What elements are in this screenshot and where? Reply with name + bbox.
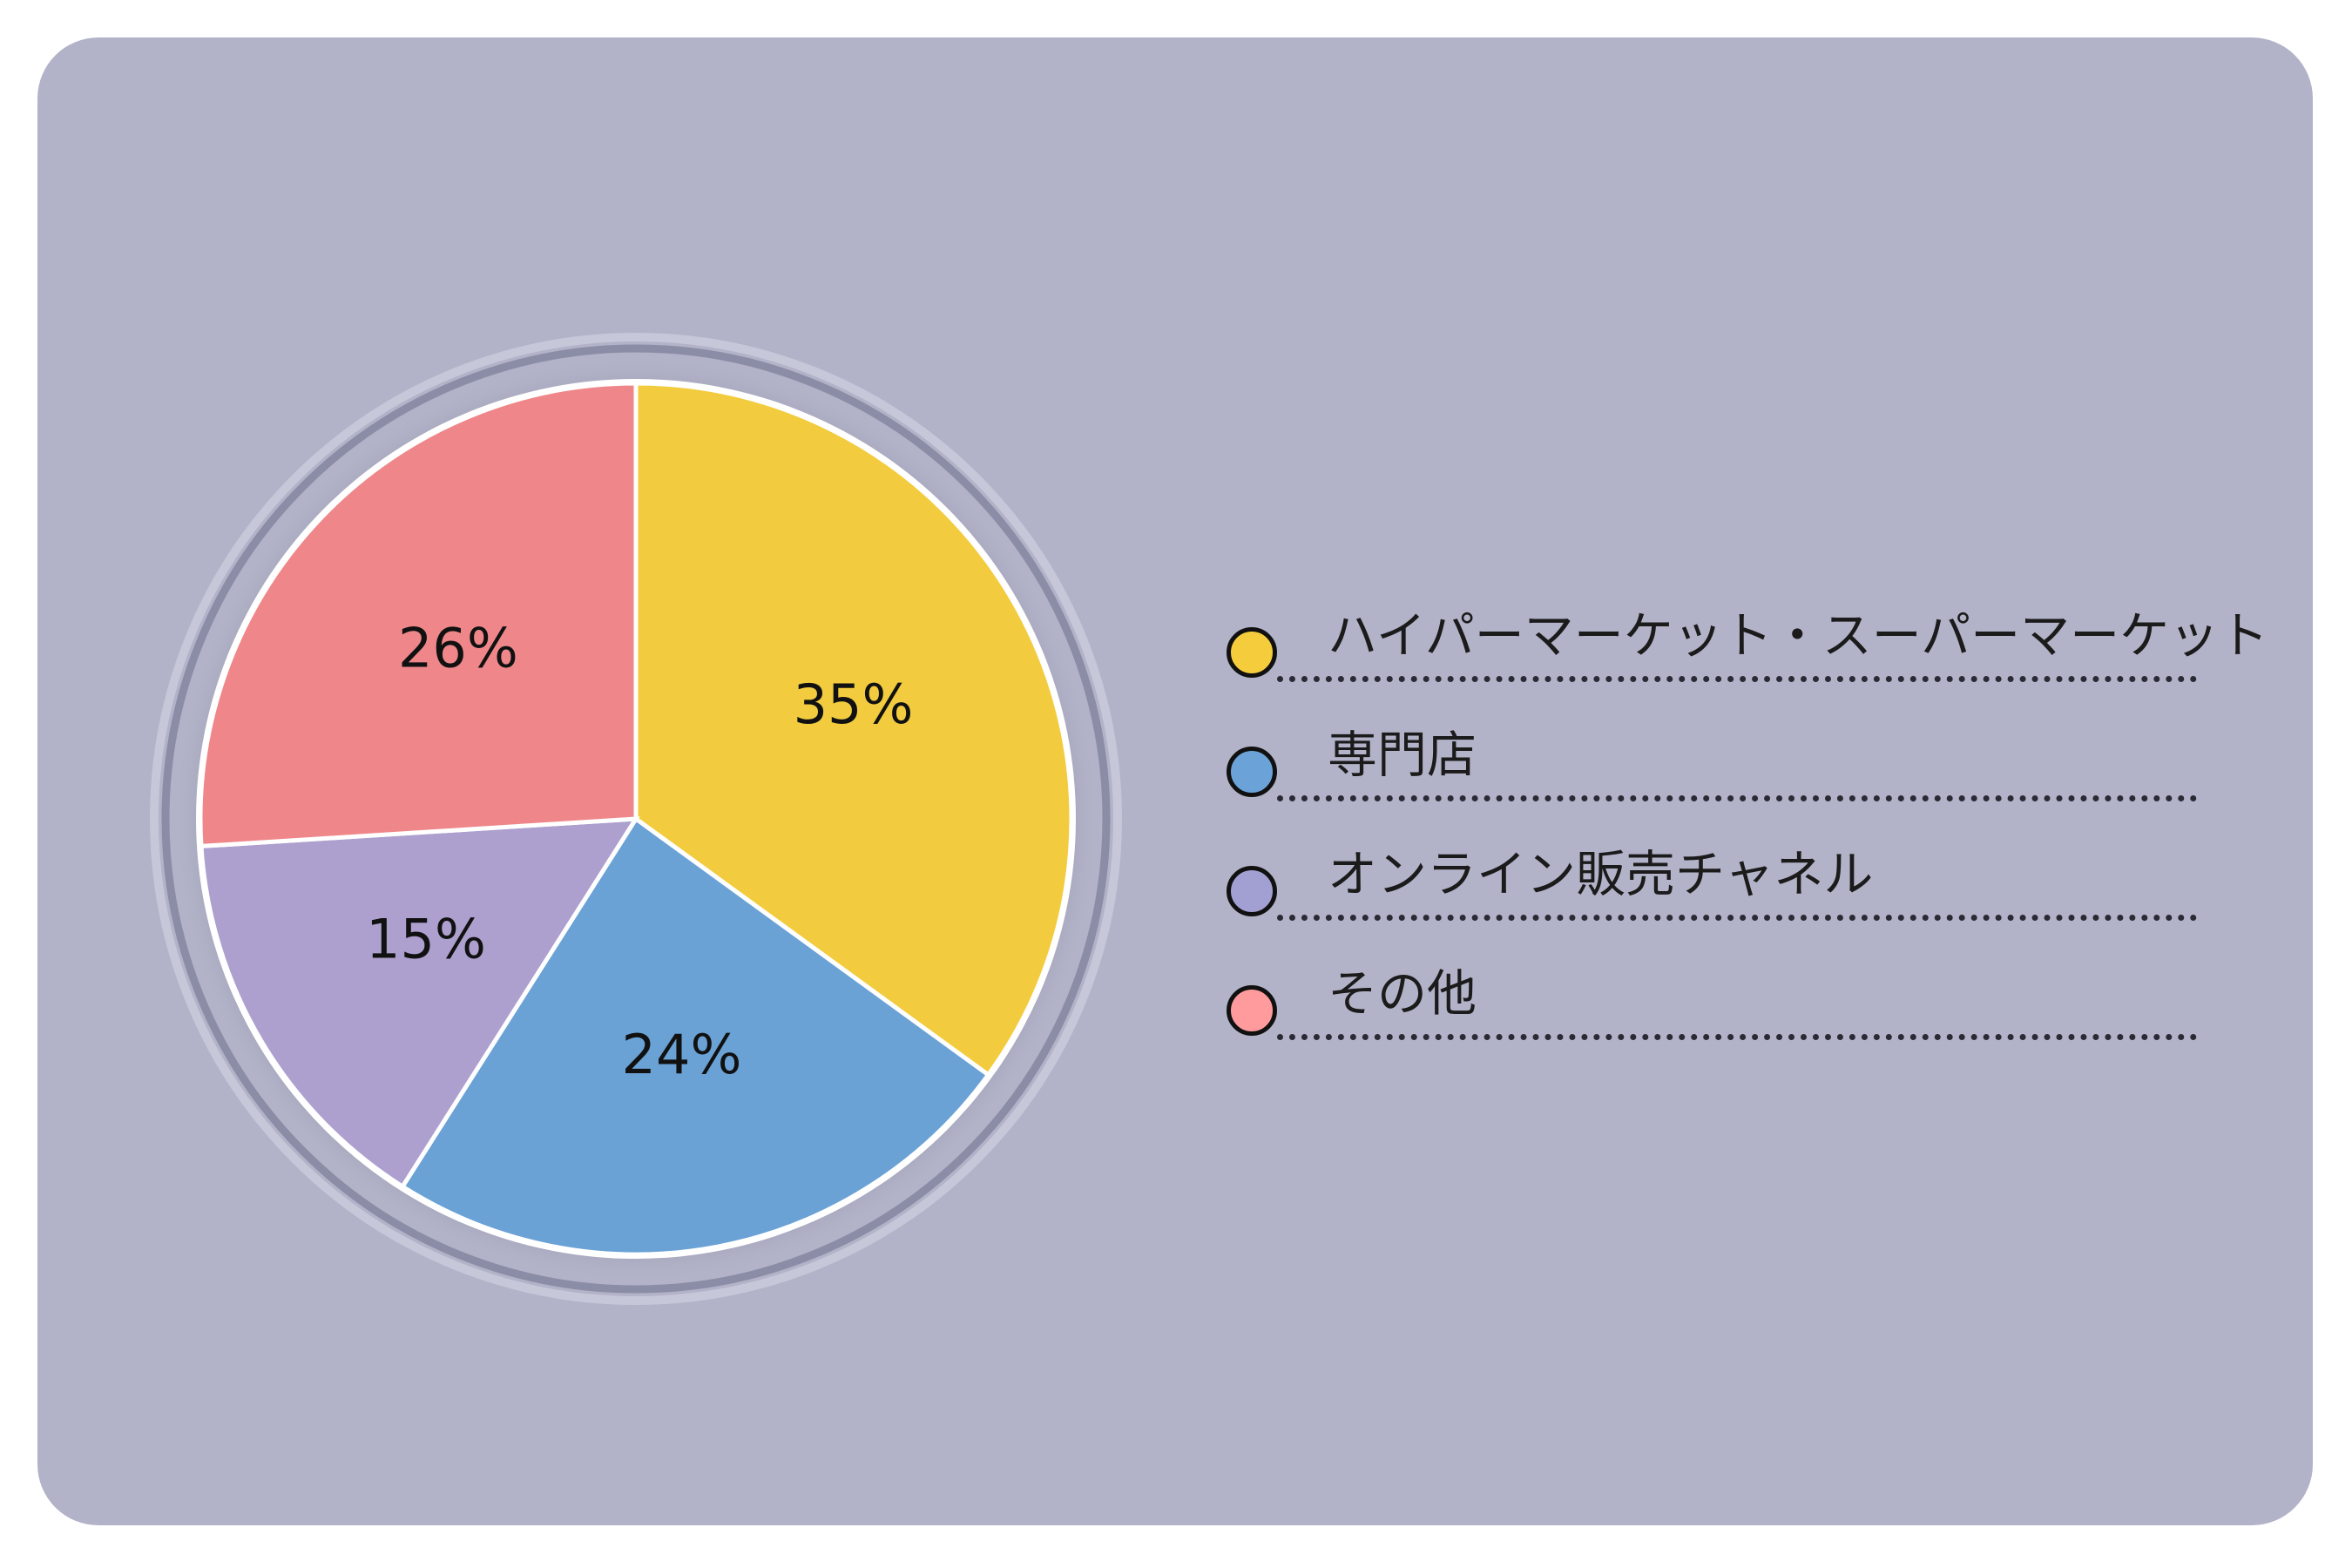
legend: ハイパーマーケット・スーパーマーケット 専門店 オンライン販売チャネル その他	[1227, 601, 2268, 1078]
pie-inner-ring	[161, 344, 1111, 1294]
legend-swatch	[1227, 985, 1277, 1036]
legend-dotted-line	[1277, 915, 2197, 921]
pie-slice-other	[198, 381, 639, 849]
legend-item-specialty-store: 専門店	[1227, 720, 2254, 840]
legend-swatch	[1227, 627, 1277, 678]
legend-item-other: その他	[1227, 959, 2254, 1078]
legend-dotted-line	[1277, 795, 2197, 801]
pie-slice-hypermarket	[633, 381, 1074, 1078]
pie-label-other: 26%	[398, 616, 518, 679]
legend-item-online: オンライン販売チャネル	[1227, 840, 2254, 959]
legend-label: その他	[1328, 965, 1477, 1023]
legend-swatch	[1227, 747, 1277, 797]
legend-dotted-line	[1277, 1034, 2197, 1040]
legend-label: ハイパーマーケット・スーパーマーケット	[1328, 607, 2269, 665]
legend-dotted-line	[1277, 676, 2197, 682]
pie-label-hypermarket: 35%	[794, 672, 914, 736]
pie-label-specialty-store: 24%	[622, 1023, 742, 1086]
legend-item-hypermarket: ハイパーマーケット・スーパーマーケット	[1227, 601, 2268, 720]
legend-swatch	[1227, 866, 1277, 916]
pie-slice-online	[199, 816, 640, 1190]
legend-label: オンライン販売チャネル	[1328, 846, 1874, 903]
pie-slice-specialty-store	[399, 815, 992, 1257]
pie-label-online: 15%	[366, 908, 486, 971]
pie-outer-ring	[150, 333, 1122, 1305]
legend-label: 専門店	[1328, 727, 1477, 784]
